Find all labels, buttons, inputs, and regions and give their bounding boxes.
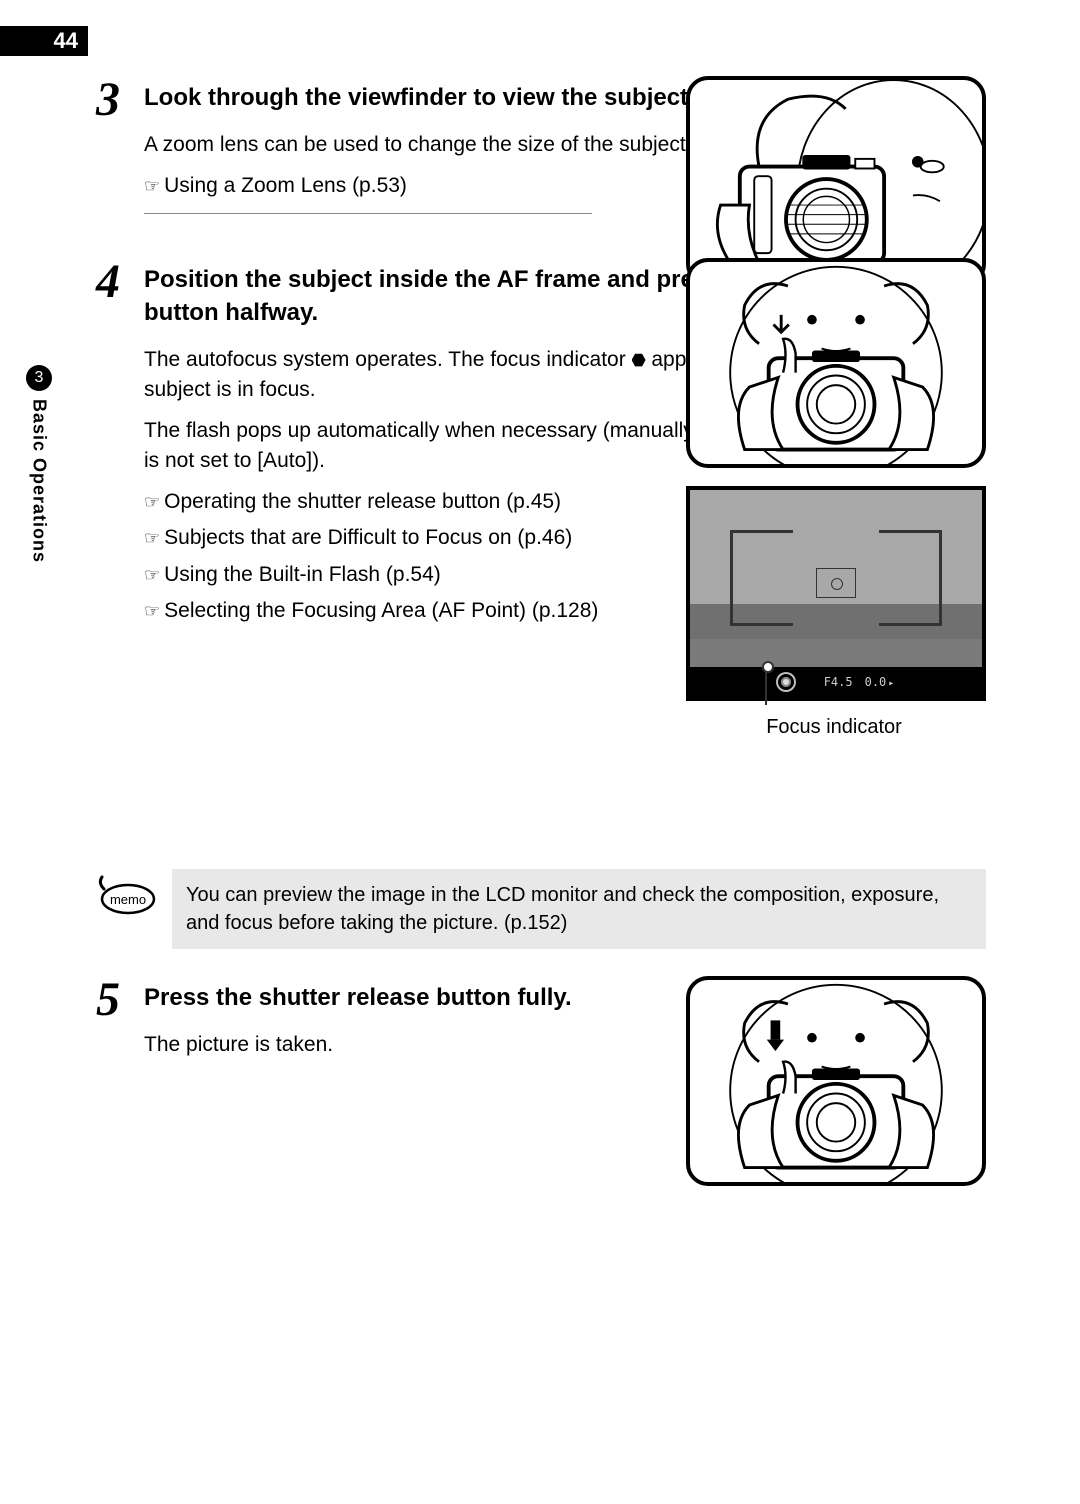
reference-icon: ☞ <box>144 176 160 196</box>
viewfinder-info-bar: F4.5 0.0 <box>690 667 982 697</box>
focus-indicator-icon <box>632 353 646 367</box>
divider <box>144 213 592 214</box>
chapter-number: 3 <box>35 369 44 387</box>
svg-text:memo: memo <box>110 892 146 907</box>
step-3: 3 Look through the viewfinder to view th… <box>96 76 986 234</box>
step-number: 3 <box>96 76 144 124</box>
page-number: 44 <box>54 28 78 54</box>
reference-icon: ☞ <box>144 565 160 585</box>
chapter-title: Basic Operations <box>29 399 50 563</box>
full-press-illustration <box>686 976 986 1186</box>
chapter-number-circle: 3 <box>26 365 52 391</box>
page-content: 3 Look through the viewfinder to view th… <box>96 76 986 842</box>
focus-indicator-dot <box>778 674 794 690</box>
focus-indicator-label: Focus indicator <box>724 716 944 739</box>
viewfinder-readout: F4.5 0.0 <box>824 675 895 689</box>
step-number: 5 <box>96 976 144 1024</box>
halfway-press-illustration <box>686 258 986 468</box>
chapter-side-tab: 3 Basic Operations <box>24 365 54 625</box>
memo-callout: memo You can preview the image in the LC… <box>96 869 986 949</box>
viewfinder-display-illustration: F4.5 0.0 <box>686 486 986 701</box>
page-number-bar: 44 <box>0 26 88 56</box>
step-5-section: 5 Press the shutter release button fully… <box>96 976 986 1095</box>
step-number: 4 <box>96 258 144 306</box>
reference-icon: ☞ <box>144 528 160 548</box>
memo-icon: memo <box>96 869 158 920</box>
reference-icon: ☞ <box>144 601 160 621</box>
focus-indicator-pointer <box>765 665 767 705</box>
step-5: 5 Press the shutter release button fully… <box>96 976 986 1071</box>
viewfinder-illustration <box>686 76 986 286</box>
reference-icon: ☞ <box>144 492 160 512</box>
step-4: 4 Position the subject inside the AF fra… <box>96 258 986 818</box>
memo-text: You can preview the image in the LCD mon… <box>172 869 986 949</box>
